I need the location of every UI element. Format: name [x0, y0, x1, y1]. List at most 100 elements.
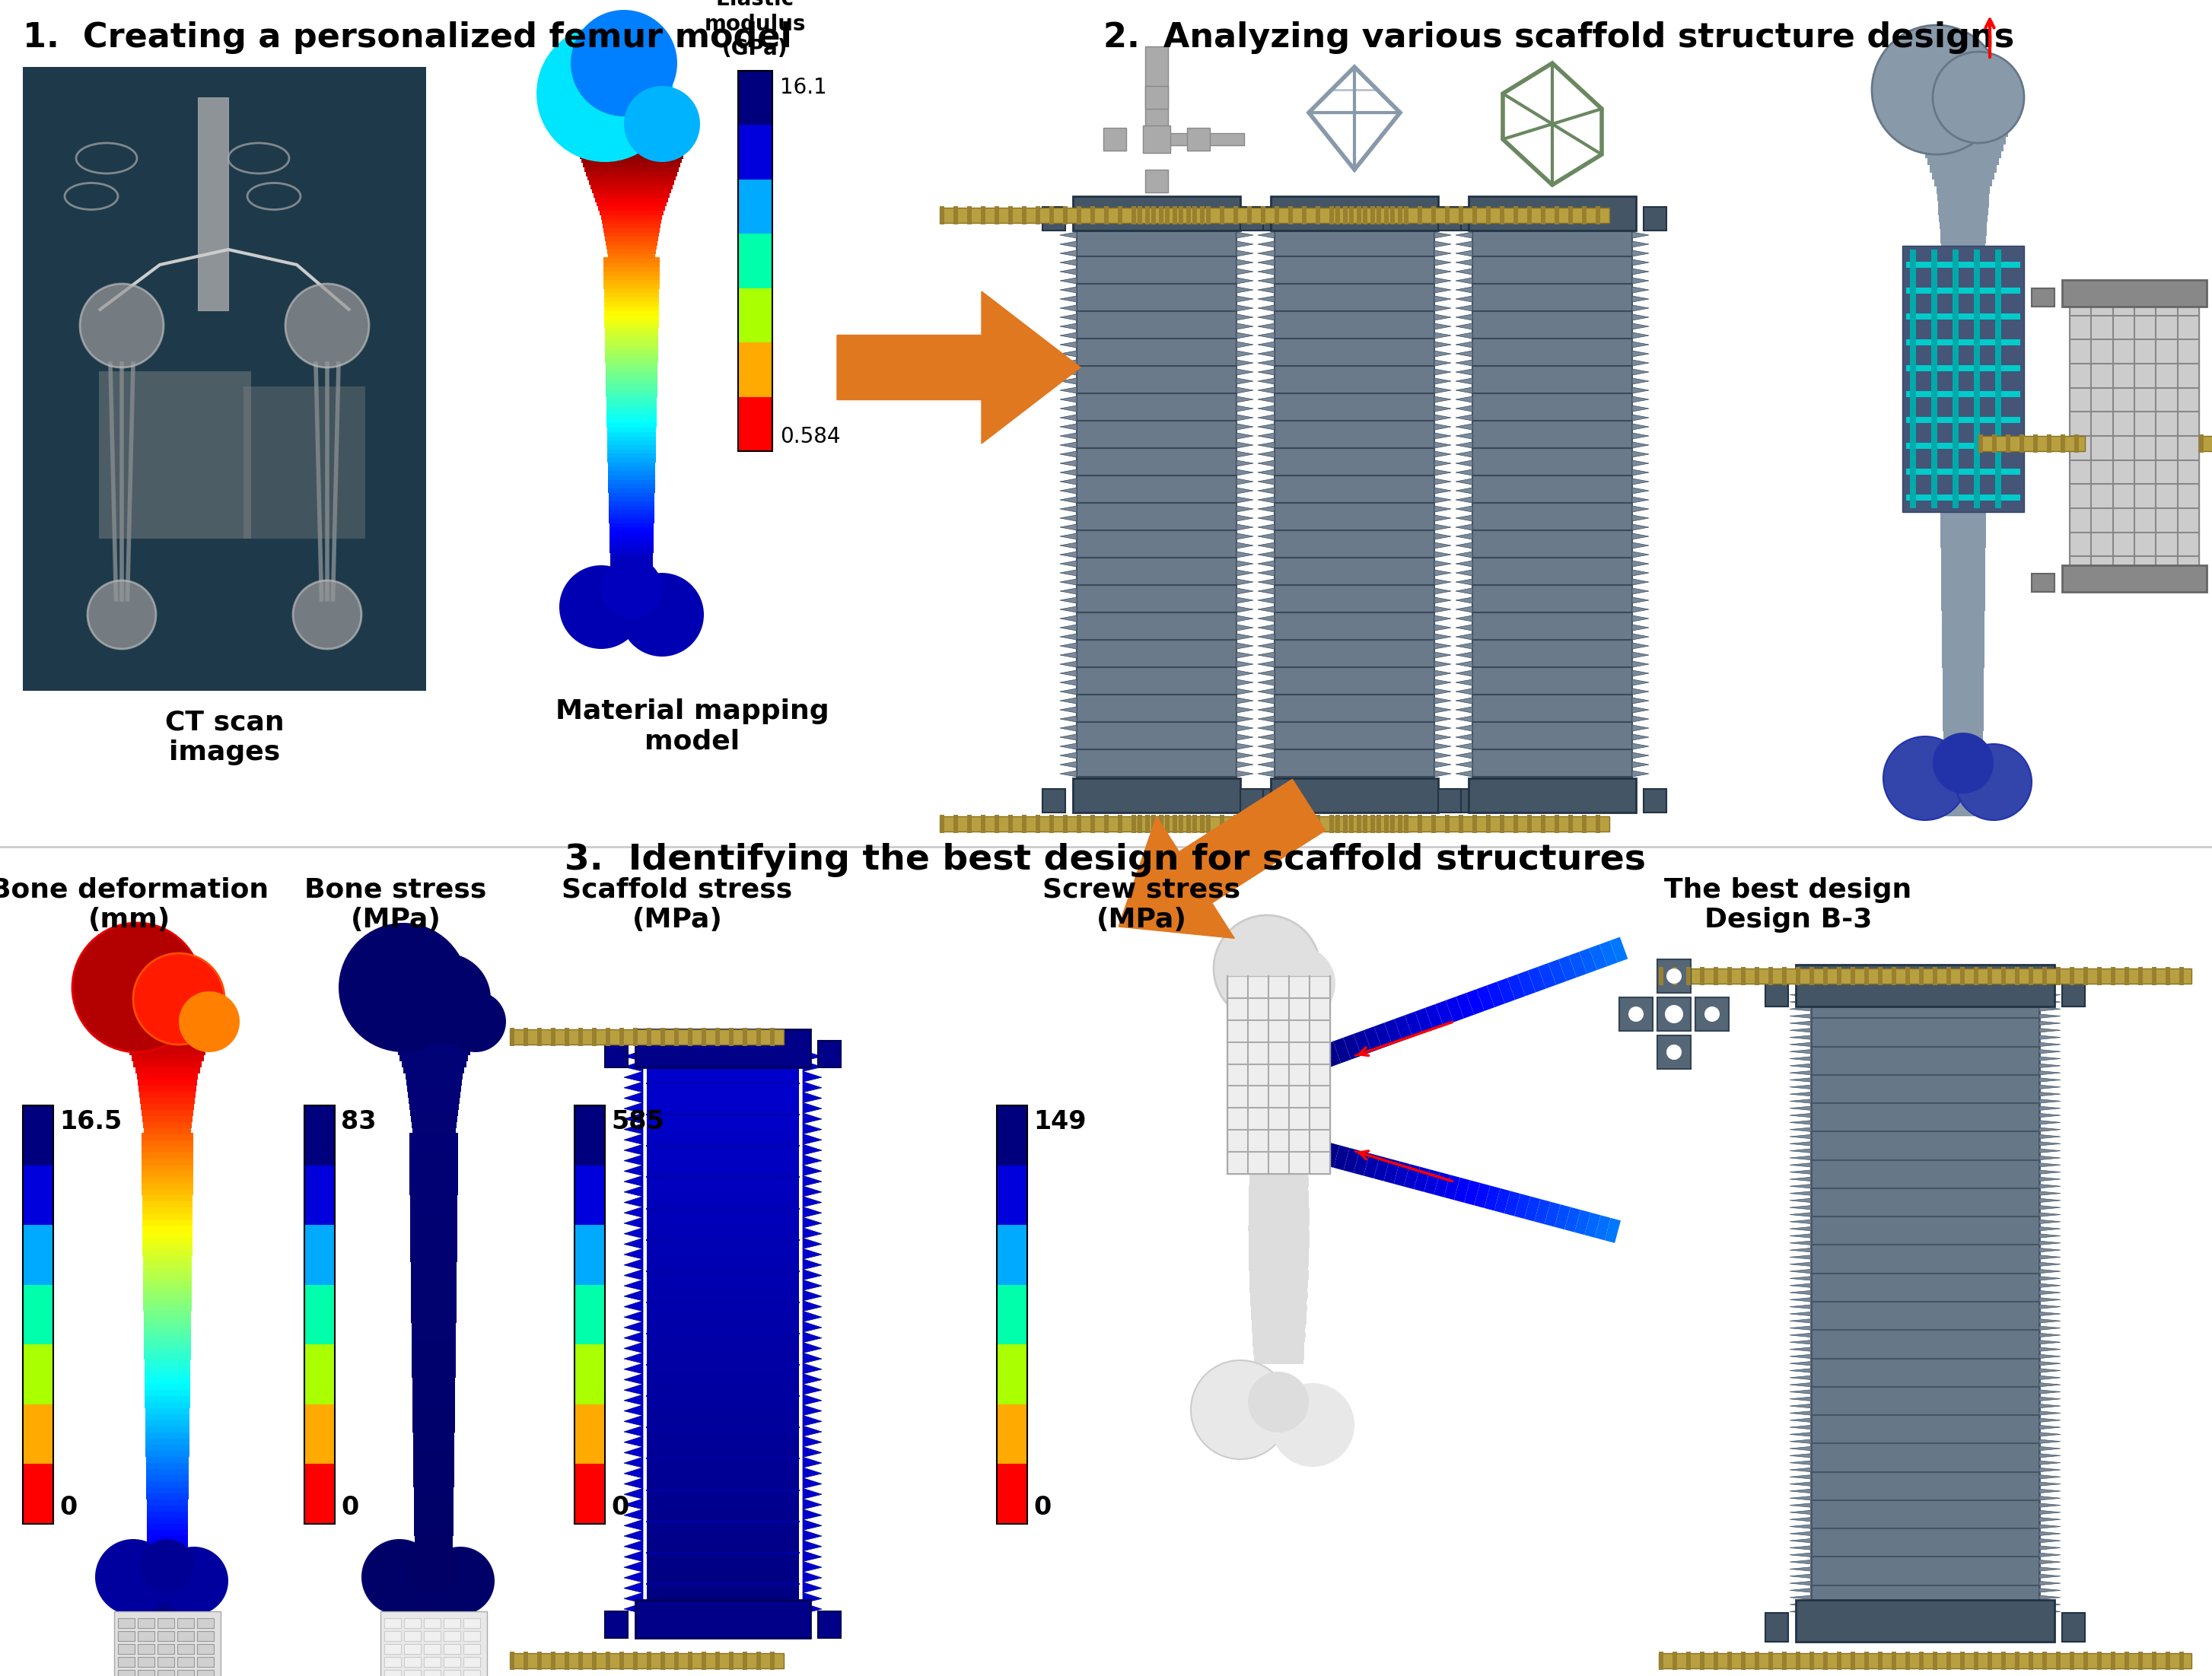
Polygon shape [1259, 570, 1274, 577]
Circle shape [1666, 1006, 1683, 1024]
Bar [1944, 779, 1982, 788]
Bar [675, 1651, 679, 1669]
Polygon shape [2039, 1234, 2062, 1239]
Polygon shape [1790, 1042, 1812, 1046]
Polygon shape [1790, 1220, 1812, 1223]
Bar [146, 1401, 190, 1408]
Polygon shape [803, 1384, 823, 1394]
Bar [1179, 815, 1183, 833]
Polygon shape [1632, 761, 1648, 768]
Text: 16.5: 16.5 [60, 1110, 122, 1135]
Circle shape [400, 954, 491, 1044]
Polygon shape [1790, 1064, 1812, 1068]
Polygon shape [1632, 615, 1648, 622]
Bar [1252, 1141, 1307, 1146]
Polygon shape [1433, 716, 1451, 722]
Polygon shape [1259, 231, 1274, 238]
Bar [2031, 288, 2055, 307]
Polygon shape [1790, 1609, 1812, 1614]
Polygon shape [2039, 1106, 2062, 1110]
Circle shape [1666, 1044, 1681, 1059]
Polygon shape [1632, 588, 1648, 595]
Bar [1940, 468, 1986, 476]
Bar [646, 1063, 799, 1069]
Bar [1048, 815, 1053, 833]
Polygon shape [803, 1394, 823, 1404]
Polygon shape [1790, 1503, 1812, 1507]
Polygon shape [1259, 332, 1274, 339]
Bar [1248, 815, 1252, 833]
Bar [148, 1596, 186, 1602]
Bar [1940, 518, 1986, 526]
Bar [606, 1651, 611, 1669]
Bar [146, 1473, 188, 1482]
Bar [1458, 206, 1464, 225]
Polygon shape [2039, 1567, 2062, 1570]
Bar [411, 1297, 456, 1304]
Bar [604, 270, 659, 277]
Polygon shape [1237, 625, 1254, 630]
Polygon shape [1632, 570, 1648, 577]
Polygon shape [2039, 1332, 2062, 1337]
Polygon shape [1790, 1596, 1812, 1599]
Bar [416, 1607, 451, 1616]
Bar [611, 548, 653, 553]
Bar [646, 1113, 799, 1120]
Bar [137, 1619, 155, 1627]
Polygon shape [2039, 1560, 2062, 1564]
Bar [2046, 434, 2051, 453]
Bar [305, 1404, 334, 1465]
Polygon shape [624, 1311, 644, 1322]
Bar [1942, 659, 1984, 667]
Bar [661, 1027, 666, 1046]
Polygon shape [624, 1051, 644, 1061]
Bar [100, 372, 252, 538]
Bar [606, 360, 657, 367]
Bar [411, 1267, 458, 1274]
Bar [144, 1285, 192, 1292]
Bar [1444, 815, 1449, 833]
Polygon shape [2039, 1163, 2062, 1166]
Circle shape [73, 923, 201, 1053]
Polygon shape [624, 1291, 644, 1301]
Bar [1938, 327, 1989, 335]
Bar [1405, 815, 1409, 833]
Bar [608, 513, 655, 518]
Bar [409, 1096, 460, 1104]
Bar [1363, 206, 1367, 225]
Bar [146, 1529, 188, 1535]
Bar [1595, 206, 1599, 225]
Polygon shape [1237, 360, 1254, 365]
Polygon shape [1060, 488, 1077, 494]
Polygon shape [1237, 278, 1254, 283]
Bar [409, 1237, 458, 1244]
Text: Screw stress
(MPa): Screw stress (MPa) [1042, 877, 1241, 934]
Bar [1146, 206, 1150, 225]
Circle shape [361, 1539, 438, 1616]
Bar [1146, 85, 1168, 109]
Bar [1940, 397, 1986, 406]
Polygon shape [624, 1239, 644, 1249]
Polygon shape [1790, 1411, 1812, 1415]
Bar [1933, 178, 1993, 186]
Polygon shape [1237, 644, 1254, 649]
Polygon shape [1632, 287, 1648, 293]
Bar [1940, 432, 1986, 441]
Bar [131, 1054, 204, 1061]
Bar [1336, 815, 1340, 833]
Bar [1940, 375, 1986, 385]
Text: 3.  Identifying the best design for scaffold structures: 3. Identifying the best design for scaff… [564, 843, 1646, 877]
Bar [1823, 967, 1827, 985]
Bar [577, 1027, 584, 1046]
Bar [688, 1027, 692, 1046]
Polygon shape [624, 1488, 644, 1498]
Bar [1938, 355, 1989, 364]
Bar [414, 1461, 453, 1470]
Bar [575, 1106, 604, 1523]
Polygon shape [1060, 588, 1077, 595]
Polygon shape [2039, 1404, 2062, 1408]
Bar [22, 1344, 53, 1404]
Bar [646, 1242, 799, 1249]
Polygon shape [803, 1269, 823, 1280]
Bar [606, 392, 657, 397]
